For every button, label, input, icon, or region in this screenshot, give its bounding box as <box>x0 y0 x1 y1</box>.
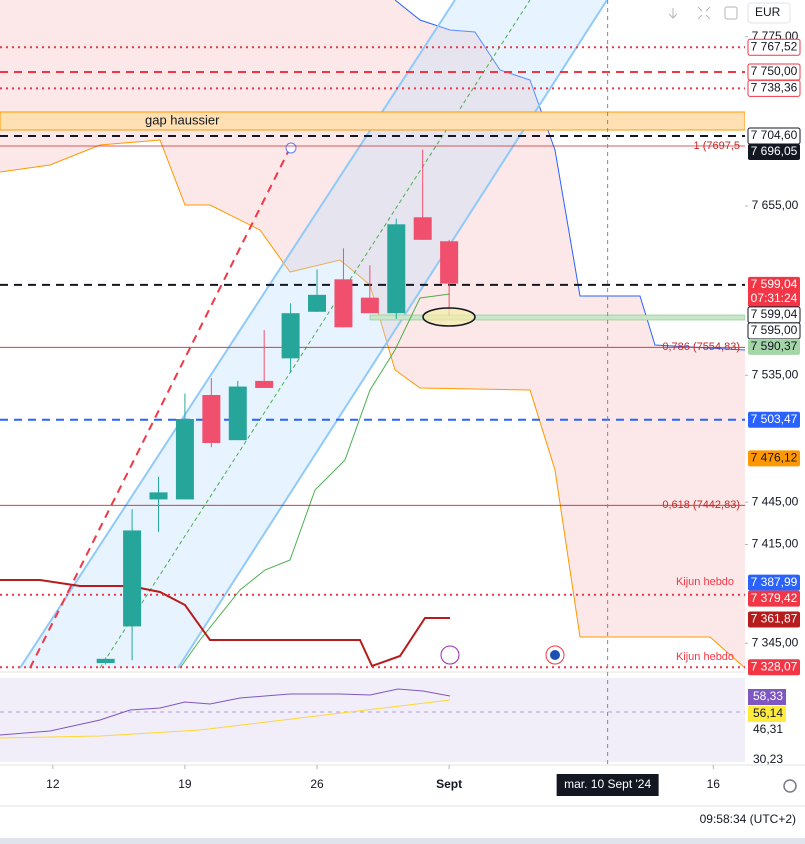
rsi-line <box>0 688 451 736</box>
event-icon-core <box>550 650 560 660</box>
price-label: 7 476,12 <box>751 451 798 465</box>
channel-lower <box>177 0 608 669</box>
y-tick-label: 7 535,00 <box>752 367 799 381</box>
price-label: 7 696,05 <box>751 144 798 158</box>
price-label: 7 767,52 <box>751 39 798 53</box>
x-tick-label: 19 <box>178 777 192 791</box>
bottom-bar <box>0 838 805 844</box>
x-tick-label: 26 <box>310 777 324 791</box>
indicator-label: 56,14 <box>753 706 783 720</box>
kijun-label: Kijun hebdo <box>676 576 734 588</box>
tenkan <box>179 293 451 669</box>
y-tick-label: 7 655,00 <box>752 198 799 212</box>
candle-body <box>360 297 379 314</box>
y-tick-label: 7 445,00 <box>752 494 799 508</box>
indicator-label: 58,33 <box>753 689 783 703</box>
down-icon <box>668 8 678 19</box>
price-label-box <box>748 450 800 467</box>
candle-body <box>440 241 459 284</box>
price-label: 7 738,36 <box>751 81 798 95</box>
candle-body <box>175 418 194 500</box>
senkou-b <box>394 0 746 351</box>
gap-label: gap haussier <box>145 112 220 127</box>
settings-icon[interactable] <box>783 779 797 793</box>
price-label-box <box>747 79 801 97</box>
indicator-label-box <box>748 706 786 722</box>
indicator-label: 46,31 <box>753 722 783 736</box>
regression-channel <box>20 0 607 668</box>
x-tick-label: 16 <box>707 777 721 791</box>
fib-label: 0,786 (7554,83) <box>662 341 740 353</box>
price-label: 7 599,04 <box>751 307 798 321</box>
price-label-box <box>747 38 801 56</box>
senkou-a <box>0 139 746 669</box>
fib-label: 0,618 (7442,83) <box>662 499 740 511</box>
candle-body <box>334 279 353 328</box>
x-tick-label: Sept <box>436 777 462 791</box>
fib-label: 1 (7697,5 <box>694 140 740 152</box>
candle-body <box>149 492 168 500</box>
price-label-box <box>748 574 800 591</box>
indicator-pane <box>0 678 745 762</box>
candle-body <box>308 294 327 312</box>
price-label: 7 750,00 <box>751 64 798 78</box>
currency-button[interactable] <box>747 2 791 24</box>
price-label: 7 387,99 <box>751 575 798 589</box>
crosshair-label: mar. 10 Sept '24 <box>564 777 651 791</box>
price-label: 7 599,04 <box>751 277 798 291</box>
currency: EUR <box>755 5 781 19</box>
price-label-box <box>748 143 800 160</box>
expand-icon <box>697 6 711 20</box>
price-axis <box>745 0 805 765</box>
y-tick-label: 7 415,00 <box>752 537 799 551</box>
price-label-box <box>748 611 800 628</box>
price-label-box <box>748 411 800 428</box>
gap-band <box>0 111 746 131</box>
countdown: 07:31:24 <box>751 291 798 305</box>
candle-body <box>123 530 142 627</box>
candle-body <box>413 217 432 240</box>
price-label: 7 379,42 <box>751 591 798 605</box>
channel-upper <box>19 0 456 669</box>
x-tick-label: 12 <box>46 777 60 791</box>
event-icon[interactable] <box>440 645 460 665</box>
price-label-box <box>748 276 800 307</box>
crosshair-label-box <box>556 774 659 796</box>
candle-body <box>281 313 300 359</box>
indicator-label: 30,23 <box>753 752 783 766</box>
candle-body <box>387 224 406 314</box>
footer <box>0 806 805 838</box>
price-label: 7 595,00 <box>751 323 798 337</box>
candle-body <box>255 380 274 388</box>
indicator-label-box <box>748 689 786 705</box>
layout-icon[interactable] <box>724 6 738 20</box>
highlight <box>422 307 476 327</box>
rsi-average <box>0 699 451 739</box>
ichimoku-cloud <box>0 0 745 668</box>
price-label: 7 503,47 <box>751 412 798 426</box>
price-label-box <box>748 590 800 607</box>
price-label: 7 590,37 <box>751 339 798 353</box>
price-label-box <box>748 659 800 676</box>
trend-anchor <box>285 142 297 154</box>
candle-body <box>96 658 115 664</box>
price-label: 7 361,87 <box>751 612 798 626</box>
price-label: 7 704,60 <box>751 128 798 142</box>
y-tick-label: 7 345,00 <box>752 635 799 649</box>
candle-body <box>202 395 221 443</box>
candle-body <box>228 386 247 441</box>
trend-line <box>29 151 289 669</box>
clock: 09:58:34 (UTC+2) <box>700 812 796 826</box>
kijun-label: Kijun hebdo <box>676 651 734 663</box>
price-label: 7 328,07 <box>751 659 798 673</box>
price-label-box <box>748 338 800 355</box>
kijun <box>0 579 450 668</box>
